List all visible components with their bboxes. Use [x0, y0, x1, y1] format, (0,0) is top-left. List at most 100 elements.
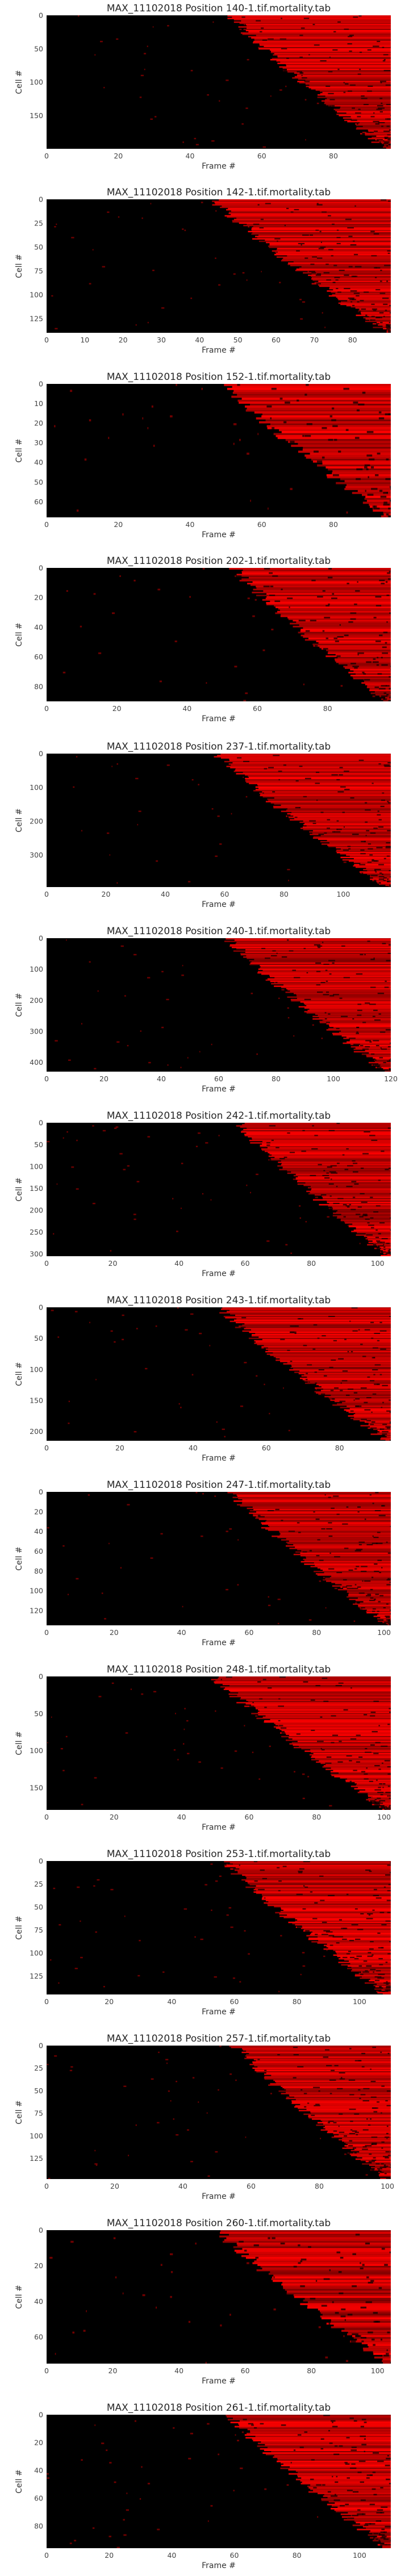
heatmap-speck: [217, 816, 220, 817]
heatmap-row: [241, 2255, 391, 2257]
heatmap-gap: [385, 2151, 390, 2153]
heatmap-gap: [366, 1397, 372, 1399]
heatmap-gap: [365, 2523, 372, 2525]
heatmap-row: [314, 1570, 391, 1573]
heatmap-gap: [368, 2281, 373, 2284]
heatmap-speck: [274, 251, 278, 253]
heatmap-row: [341, 1035, 391, 1037]
y-tick-label: 80: [34, 1567, 43, 1575]
heatmap-gap: [259, 1698, 263, 1700]
heatmap-gap: [374, 1364, 381, 1366]
heatmap-gap: [367, 940, 370, 942]
heatmap-gap: [368, 2124, 371, 2126]
heatmap-gap: [320, 60, 327, 62]
heatmap-gap: [351, 1181, 357, 1183]
heatmap-row: [259, 44, 391, 46]
heatmap-row: [336, 661, 391, 663]
heatmap-gap: [374, 131, 378, 132]
heatmap-gap: [380, 2487, 383, 2489]
heatmap-row: [282, 258, 391, 261]
heatmap-speck: [245, 107, 248, 109]
heatmap-gap: [309, 820, 316, 822]
heatmap-gap: [388, 1251, 391, 1253]
heatmap-gap: [343, 1709, 348, 1711]
heatmap-gap: [341, 1927, 348, 1930]
heatmap-gap: [356, 1032, 359, 1035]
heatmap-gap: [386, 104, 391, 106]
heatmap-row: [258, 968, 391, 970]
heatmap-gap: [389, 884, 391, 886]
heatmap-row: [247, 957, 391, 959]
heatmap-row: [229, 945, 391, 947]
heatmap-row: [356, 128, 391, 130]
heatmap-gap: [386, 2132, 389, 2135]
heatmap-row: [225, 1687, 391, 1689]
heatmap-row: [229, 759, 391, 762]
heatmap-row: [334, 2509, 391, 2511]
heatmap-gap: [355, 590, 360, 592]
heatmap-row: [257, 2066, 391, 2068]
heatmap-speck: [138, 810, 141, 812]
heatmap-speck: [201, 1535, 203, 1537]
x-axis-label: Frame #: [202, 2561, 236, 2570]
heatmap-gap: [381, 1251, 386, 1253]
heatmap-gap: [303, 1861, 310, 1863]
heatmap-gap: [353, 1043, 360, 1046]
heatmap-speck: [328, 105, 330, 107]
y-tick-label: 75: [34, 2109, 43, 2118]
heatmap-row: [267, 1147, 391, 1149]
heatmap-row: [235, 1327, 391, 1328]
heatmap-gap: [365, 2301, 372, 2303]
heatmap-row: [279, 1913, 391, 1915]
heatmap-gap: [386, 1427, 390, 1429]
heatmap-gap: [314, 1135, 318, 1136]
heatmap-row: [324, 102, 391, 104]
heatmap-gap: [352, 1160, 356, 1162]
heatmap-row: [252, 581, 391, 583]
heatmap-speck: [111, 1682, 114, 1684]
heatmap-speck: [206, 682, 207, 684]
heatmap-row: [304, 1563, 391, 1565]
y-tick-label: 40: [34, 2297, 43, 2306]
heatmap-speck: [240, 2468, 243, 2469]
heatmap-gap: [356, 1031, 358, 1034]
heatmap-row: [244, 2434, 391, 2436]
heatmap-gap: [317, 1741, 324, 1742]
heatmap-row: [365, 496, 391, 498]
heatmap-gap: [352, 2253, 356, 2256]
heatmap-gap: [389, 612, 391, 614]
heatmap-row: [328, 1028, 391, 1030]
heatmap-speck: [118, 216, 120, 218]
heatmap-gap: [390, 1950, 391, 1951]
heatmap-gap: [383, 501, 387, 504]
heatmap-row: [350, 2515, 391, 2517]
heatmap-gap: [370, 231, 375, 233]
heatmap-gap: [356, 409, 360, 412]
heatmap-row: [287, 1362, 391, 1364]
heatmap-gap: [386, 855, 390, 858]
heatmap-gap: [321, 1393, 325, 1395]
heatmap-gap: [376, 108, 382, 111]
heatmap-gap: [390, 2361, 391, 2364]
x-tick-label: 80: [279, 890, 289, 898]
heatmap-gap: [367, 1955, 373, 1958]
heatmap-speck: [126, 2509, 129, 2511]
heatmap-gap: [382, 2536, 387, 2537]
heatmap-gap: [290, 1325, 296, 1327]
heatmap-row: [291, 812, 391, 814]
heatmap-row: [303, 272, 391, 274]
heatmap-row: [282, 1168, 391, 1169]
y-tick-label: 120: [30, 1606, 43, 1615]
heatmap-gap: [331, 1507, 335, 1509]
heatmap-row: [240, 954, 391, 956]
heatmap-row: [265, 979, 391, 981]
heatmap-row: [328, 846, 391, 847]
heatmap-row: [278, 608, 391, 610]
heatmap-row: [260, 1145, 391, 1148]
heatmap-row: [239, 402, 391, 404]
heatmap-gap: [389, 944, 391, 946]
x-tick-label: 80: [307, 1259, 316, 1268]
panel-title: MAX_11102018 Position 237-1.tif.mortalit…: [107, 741, 331, 752]
heatmap-row: [366, 1612, 391, 1614]
heatmap-speck: [142, 2294, 145, 2297]
